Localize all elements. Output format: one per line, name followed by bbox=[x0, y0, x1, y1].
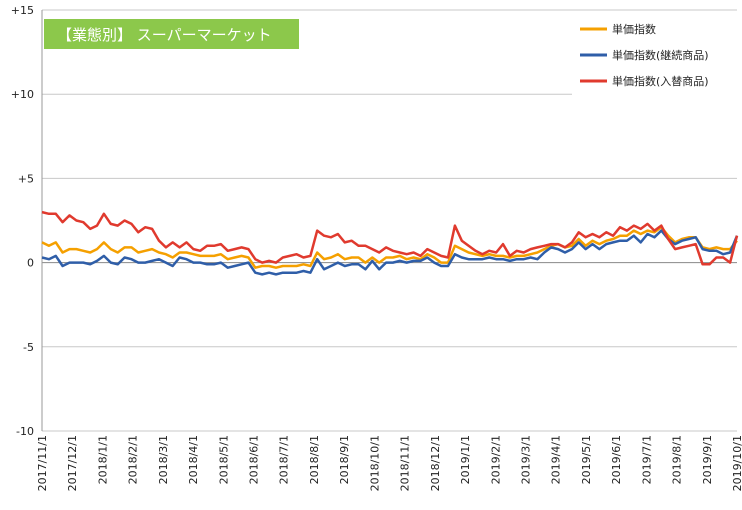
y-tick-label: -5 bbox=[23, 341, 34, 354]
x-tick-label: 2019/10/1 bbox=[731, 435, 742, 491]
legend-label-replaced-items: 単価指数(入替商品) bbox=[612, 74, 709, 88]
series-line-2 bbox=[41, 210, 739, 266]
y-tick-label: -10 bbox=[16, 425, 34, 438]
series-lines bbox=[41, 210, 739, 276]
series-line-0 bbox=[41, 225, 738, 269]
x-tick-label: 2018/12/1 bbox=[429, 435, 442, 491]
x-tick-label: 2019/6/1 bbox=[610, 435, 623, 484]
y-tick-label: 0 bbox=[27, 257, 34, 270]
title-box: 【業態別】 スーパーマーケット bbox=[44, 19, 299, 49]
x-tick-label: 2019/9/1 bbox=[701, 435, 714, 484]
gridlines bbox=[42, 9, 737, 432]
x-tick-label: 2018/1/1 bbox=[96, 435, 109, 484]
y-tick-labels: +15 +10 +5 0 -5 -10 bbox=[11, 4, 34, 438]
x-tick-label: 2019/5/1 bbox=[580, 435, 593, 484]
x-tick-label: 2019/8/1 bbox=[671, 435, 684, 484]
y-tick-label: +10 bbox=[11, 88, 34, 101]
x-tick-label: 2019/2/1 bbox=[489, 435, 502, 484]
series-line-1 bbox=[41, 229, 739, 276]
x-tick-label: 2018/4/1 bbox=[187, 435, 200, 484]
x-tick-label: 2018/2/1 bbox=[127, 435, 140, 484]
x-tick-label: 2019/3/1 bbox=[519, 435, 532, 484]
x-tick-label: 2017/11/1 bbox=[36, 435, 49, 491]
legend-label-unit-price-index: 単価指数 bbox=[612, 22, 656, 36]
x-tick-label: 2019/1/1 bbox=[459, 435, 472, 484]
chart-title: 【業態別】 スーパーマーケット bbox=[57, 26, 272, 44]
x-tick-label: 2018/8/1 bbox=[308, 435, 321, 484]
x-tick-label: 2019/4/1 bbox=[550, 435, 563, 484]
x-tick-label: 2018/9/1 bbox=[338, 435, 351, 484]
x-tick-label: 2018/3/1 bbox=[157, 435, 170, 484]
legend: 単価指数 単価指数(継続商品) 単価指数(入替商品) bbox=[572, 14, 738, 98]
x-tick-label: 2018/10/1 bbox=[368, 435, 381, 491]
x-tick-label: 2018/7/1 bbox=[278, 435, 291, 484]
x-tick-labels: 2017/11/1 2017/12/1 2018/1/1 2018/2/1 2018/3… bbox=[36, 435, 742, 491]
x-tick-label: 2017/12/1 bbox=[66, 435, 79, 491]
x-tick-label: 2018/6/1 bbox=[248, 435, 261, 484]
x-tick-label: 2018/5/1 bbox=[217, 435, 230, 484]
y-tick-label: +15 bbox=[11, 4, 34, 17]
legend-label-continuing-items: 単価指数(継続商品) bbox=[612, 48, 709, 62]
title-box-background bbox=[44, 19, 299, 49]
x-tick-label: 2018/11/1 bbox=[399, 435, 412, 491]
x-tick-label: 2019/7/1 bbox=[640, 435, 653, 484]
y-tick-label: +5 bbox=[18, 172, 34, 185]
